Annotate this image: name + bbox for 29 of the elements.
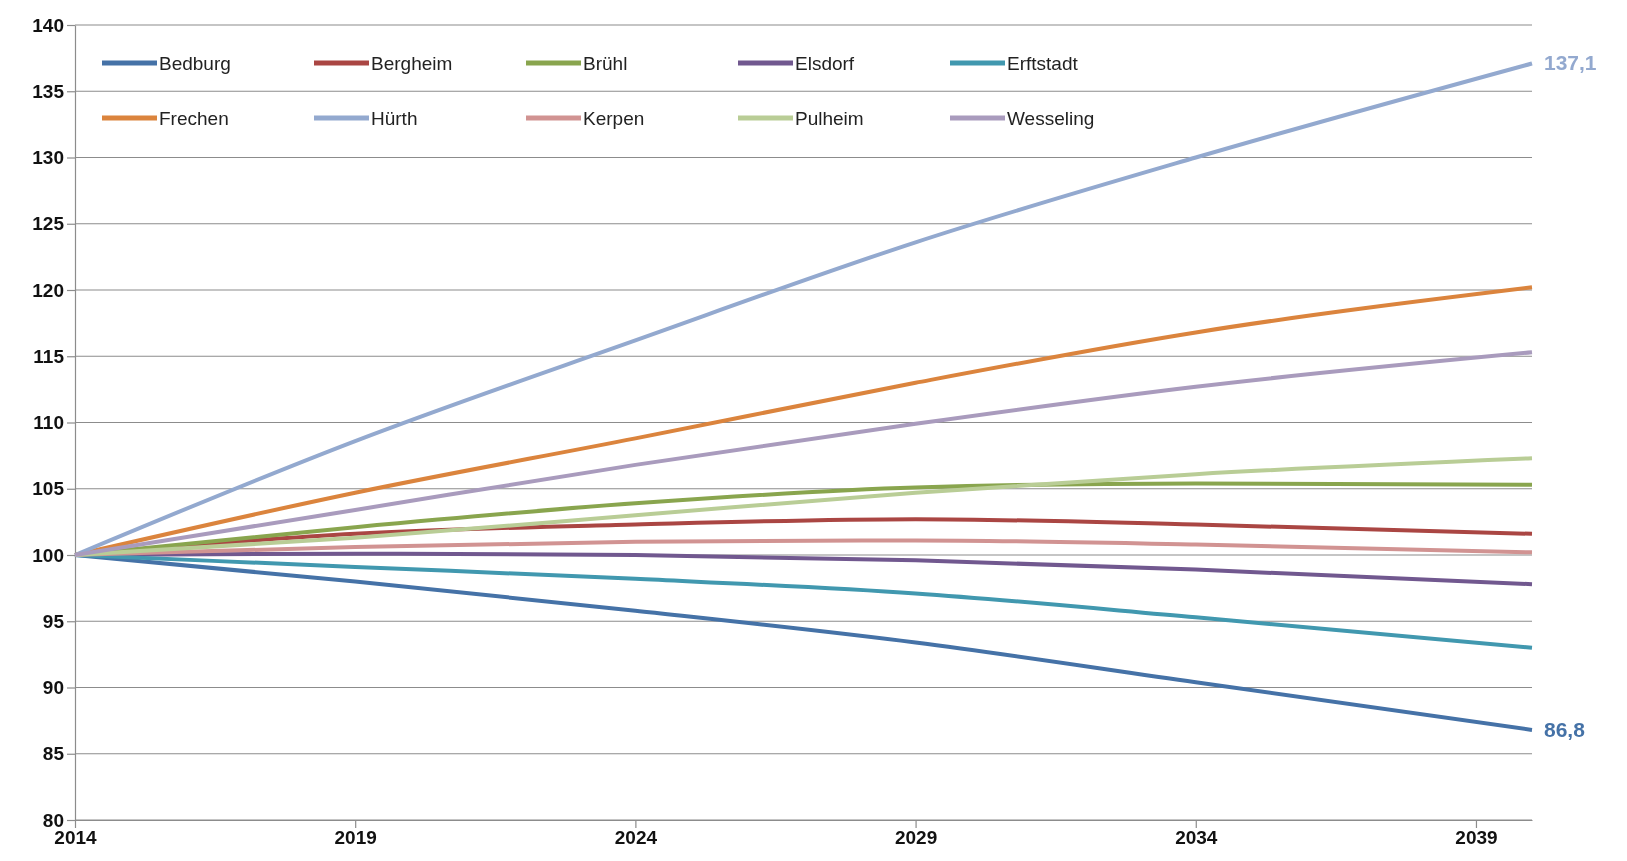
y-tick-label: 95	[42, 610, 65, 632]
x-tick-label: 2034	[1175, 827, 1218, 849]
legend-label: Kerpen	[583, 108, 645, 129]
y-tick-label: 120	[32, 279, 64, 301]
legend-label: Erftstadt	[1007, 53, 1079, 74]
y-tick-label: 140	[32, 14, 64, 36]
y-tick-label: 100	[32, 544, 64, 566]
x-tick-label: 2039	[1455, 827, 1498, 849]
x-tick-label: 2024	[614, 827, 658, 849]
legend-label: Bedburg	[159, 53, 231, 74]
y-tick-label: 135	[32, 80, 65, 102]
y-tick-label: 125	[32, 213, 65, 235]
x-tick-label: 2029	[894, 827, 938, 849]
legend-label: Bergheim	[371, 53, 453, 74]
legend-label: Elsdorf	[795, 53, 855, 74]
x-tick-label: 2019	[334, 827, 377, 849]
legend-label: Hürth	[371, 108, 418, 129]
y-tick-label: 85	[42, 743, 65, 765]
y-tick-label: 105	[32, 478, 65, 500]
legend-label: Brühl	[583, 53, 628, 74]
legend-label: Wesseling	[1007, 108, 1095, 129]
y-tick-label: 90	[42, 677, 64, 699]
y-tick-label: 130	[32, 147, 64, 169]
y-tick-label: 110	[33, 412, 64, 434]
legend-label: Pulheim	[795, 108, 864, 129]
annotation: 137,1	[1544, 51, 1597, 75]
y-tick-label: 115	[33, 345, 65, 367]
annotation: 86,8	[1544, 717, 1586, 741]
legend-label: Frechen	[159, 108, 229, 129]
